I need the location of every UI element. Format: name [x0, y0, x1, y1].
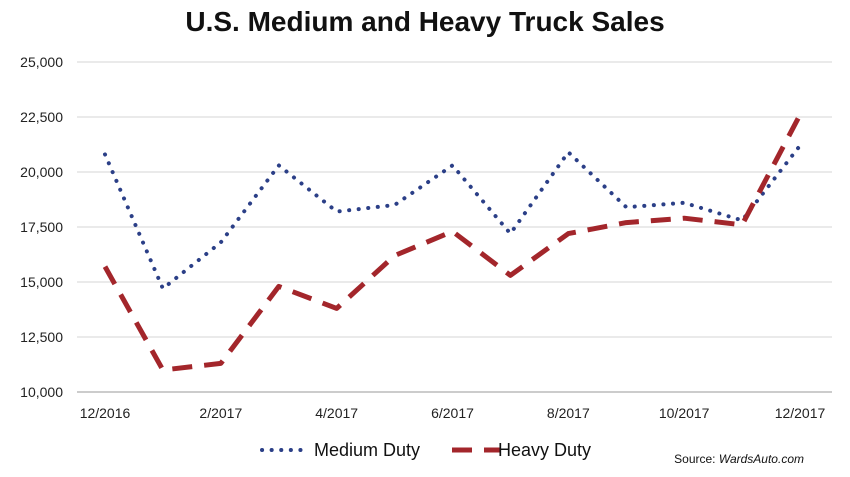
heavy-duty-line [102, 113, 803, 373]
y-tick-label: 15,000 [20, 274, 63, 290]
y-tick-label: 17,500 [20, 219, 63, 235]
medium-duty-line [103, 143, 802, 291]
y-tick-label: 10,000 [20, 384, 63, 400]
x-axis-tick-labels: 12/2016 2/2017 4/2017 6/2017 8/2017 10/2017 12… [80, 405, 826, 421]
y-tick-label: 25,000 [20, 54, 63, 70]
chart-title: U.S. Medium and Heavy Truck Sales [185, 6, 665, 37]
x-tick-label: 8/2017 [547, 405, 590, 421]
y-tick-label: 22,500 [20, 109, 63, 125]
x-tick-label: 6/2017 [431, 405, 474, 421]
y-tick-label: 12,500 [20, 329, 63, 345]
x-tick-label: 4/2017 [315, 405, 358, 421]
x-tick-label: 12/2017 [775, 405, 826, 421]
x-tick-label: 12/2016 [80, 405, 131, 421]
series-lines [102, 113, 803, 373]
heavy-duty-legend-label: Heavy Duty [498, 440, 591, 460]
y-tick-label: 20,000 [20, 164, 63, 180]
x-tick-label: 2/2017 [199, 405, 242, 421]
medium-duty-legend-label: Medium Duty [314, 440, 420, 460]
source-name: WardsAuto.com [718, 452, 804, 466]
legend: Medium Duty Heavy Duty [260, 440, 591, 460]
source-note: Source: WardsAuto.com [674, 452, 804, 466]
source-label: Source: [674, 452, 716, 466]
x-tick-label: 10/2017 [659, 405, 710, 421]
y-axis-tick-labels: 10,000 12,500 15,000 17,500 20,000 22,500 25,0… [20, 54, 63, 400]
gridlines [77, 61, 832, 393]
